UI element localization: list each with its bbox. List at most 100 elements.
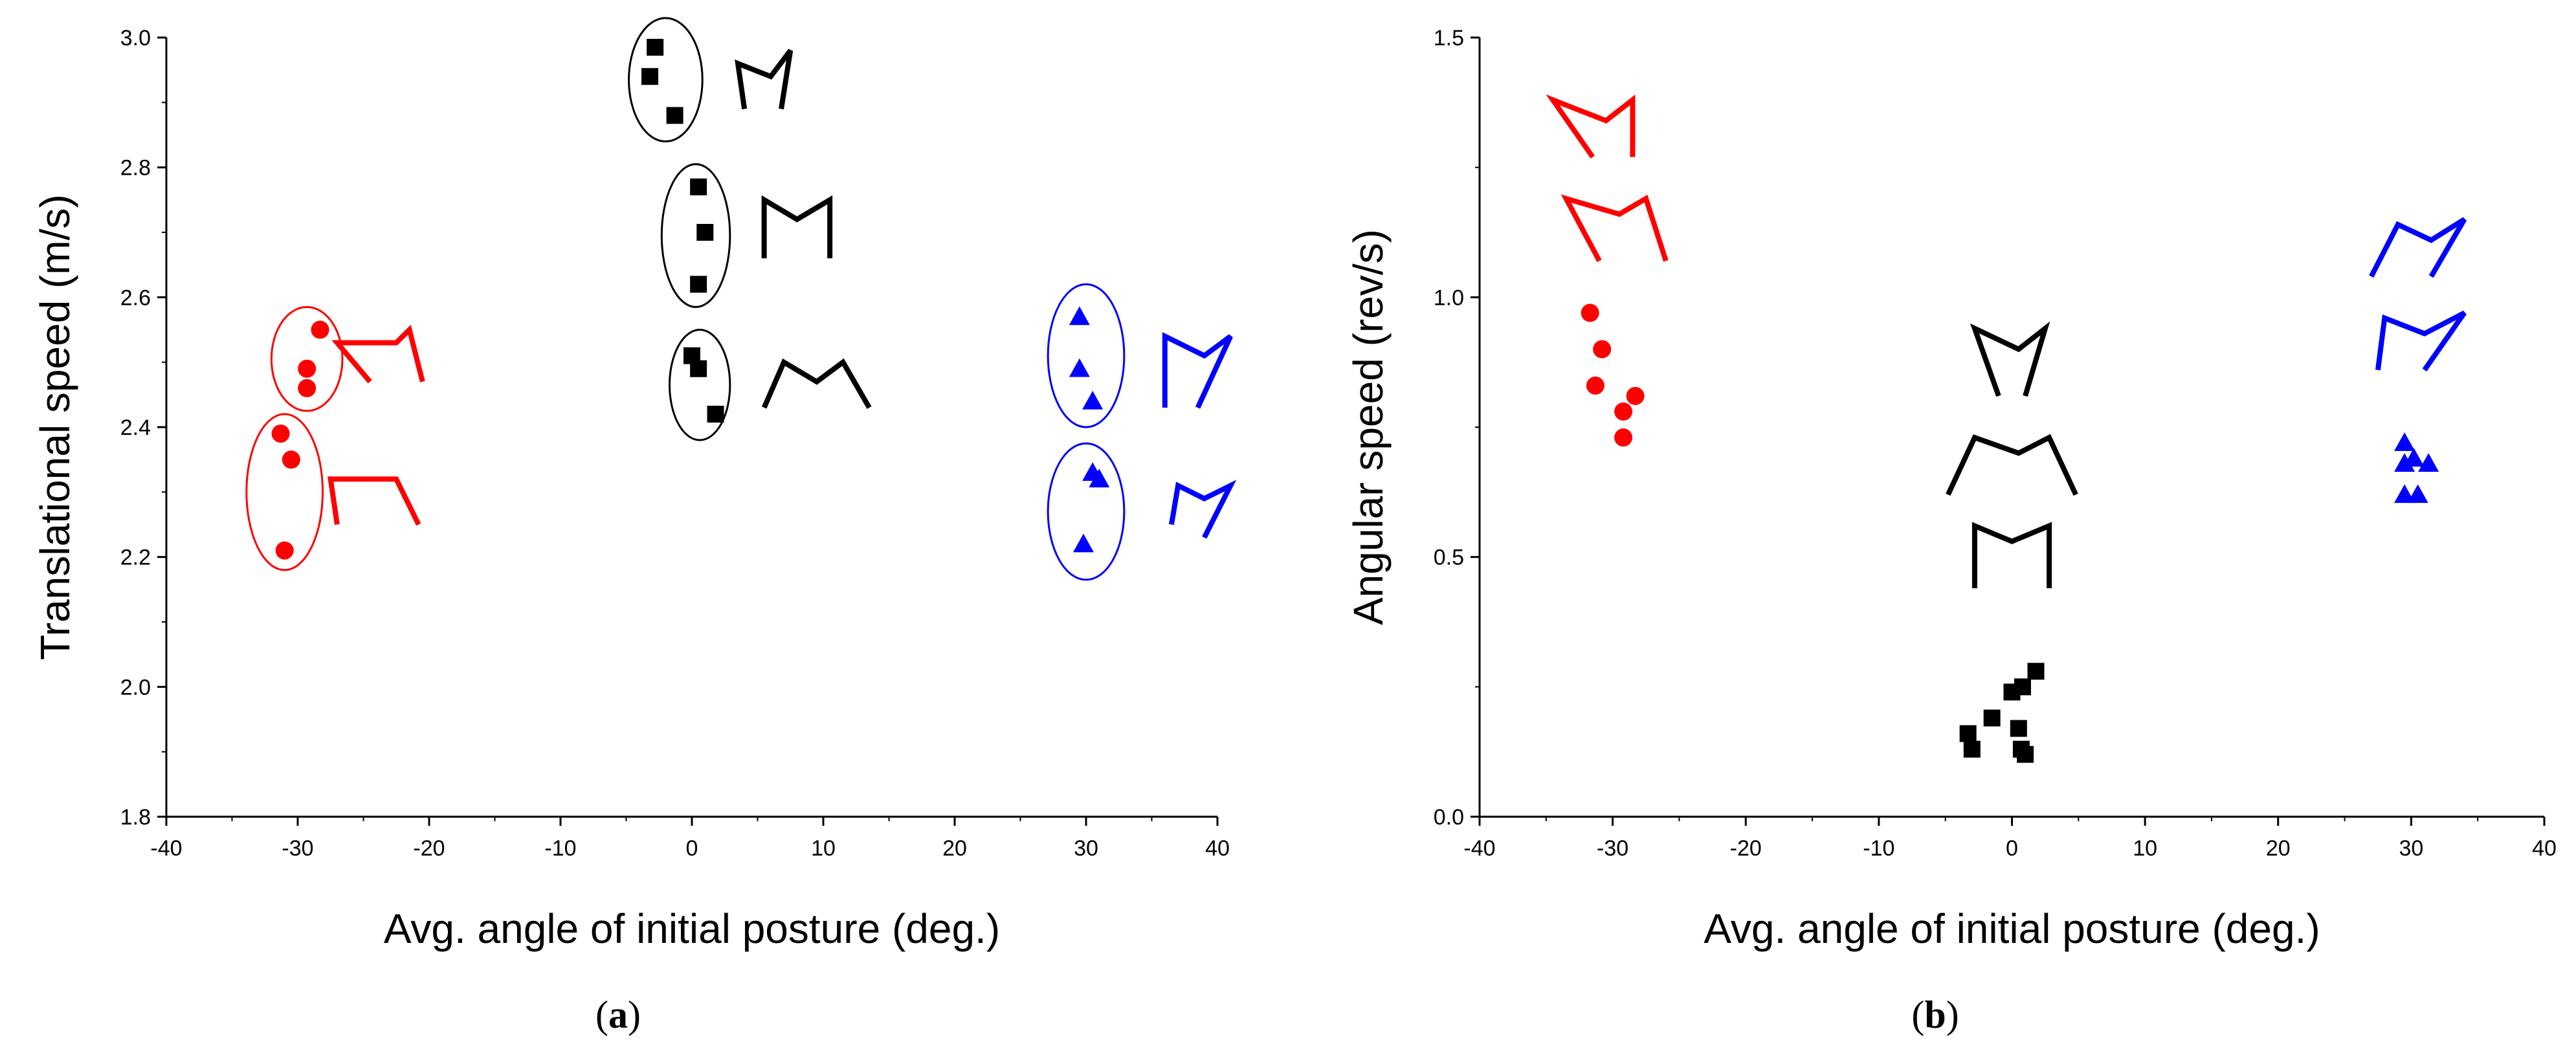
data-point-square bbox=[2014, 678, 2031, 696]
group-ellipse bbox=[270, 305, 344, 412]
x-tick-label: -10 bbox=[544, 836, 576, 861]
x-tick-label: 10 bbox=[811, 836, 836, 861]
y-tick-label: 2.4 bbox=[120, 415, 151, 440]
panel-label-letter: a bbox=[608, 993, 628, 1036]
data-point-triangle bbox=[2394, 432, 2415, 451]
posture-glyph bbox=[1162, 332, 1233, 409]
x-tick-label: -40 bbox=[1463, 836, 1495, 861]
data-point-circle bbox=[282, 450, 300, 469]
data-point-circle bbox=[1581, 304, 1599, 322]
posture-glyph bbox=[2375, 310, 2467, 371]
data-point-circle bbox=[311, 320, 329, 339]
y-axis-title: Angular speed (rev/s) bbox=[1345, 229, 1392, 625]
x-tick-label: 30 bbox=[1074, 836, 1098, 861]
group-ellipse bbox=[660, 163, 731, 308]
y-tick-label: 2.2 bbox=[120, 546, 151, 570]
x-tick-label: 20 bbox=[942, 836, 967, 861]
data-point-triangle bbox=[1072, 533, 1094, 553]
group-ellipse bbox=[245, 413, 324, 571]
data-point-circle bbox=[298, 359, 316, 378]
x-tick-label: 20 bbox=[2266, 836, 2291, 861]
data-point-square bbox=[666, 107, 683, 124]
data-point-triangle bbox=[2394, 453, 2415, 472]
data-point-square bbox=[690, 360, 707, 377]
x-tick-label: 10 bbox=[2133, 836, 2157, 861]
x-axis-title: Avg. angle of initial posture (deg.) bbox=[1704, 905, 2320, 952]
x-tick-label: -40 bbox=[150, 836, 182, 861]
panel-label: (b) bbox=[1911, 993, 1959, 1036]
y-tick-label: 2.6 bbox=[120, 285, 151, 310]
posture-glyph bbox=[761, 195, 833, 259]
panel-label-close: ) bbox=[628, 993, 641, 1036]
data-point-triangle bbox=[2418, 453, 2439, 472]
data-point-square bbox=[1959, 725, 1977, 742]
chart-panel-a: -40 -30 -20 -10 0 10 20 30 40 1.8 2.0 2.2 2.4 2.6 2.8 3… bbox=[32, 17, 1237, 1036]
x-tick-label: -30 bbox=[1597, 836, 1628, 861]
data-point-circle bbox=[1586, 376, 1604, 395]
posture-glyph bbox=[761, 358, 872, 409]
data-point-circle bbox=[271, 425, 290, 443]
posture-glyph bbox=[1946, 434, 2078, 496]
y-tick-label: 2.8 bbox=[120, 156, 151, 181]
posture-glyph bbox=[1560, 194, 1669, 263]
y-tick-label: 0.0 bbox=[1434, 805, 1464, 830]
y-tick-label: 1.0 bbox=[1434, 285, 1464, 310]
data-point-triangle bbox=[2394, 484, 2415, 503]
posture-glyph bbox=[2369, 217, 2467, 278]
y-axis-title: Translational speed (m/s) bbox=[32, 194, 78, 660]
posture-glyph bbox=[331, 324, 425, 384]
data-point-square bbox=[1983, 709, 2001, 727]
data-point-circle bbox=[298, 379, 316, 397]
data-point-square bbox=[1963, 740, 1981, 758]
panel-label-open: ( bbox=[1911, 993, 1924, 1036]
data-point-triangle bbox=[2407, 484, 2428, 503]
chart-panel-b: -40 -30 -20 -10 0 10 20 30 40 0.0 0.5 1.0 1.5 Avg. an… bbox=[1345, 26, 2557, 1036]
group-ellipse bbox=[668, 329, 731, 441]
panel-label-letter: b bbox=[1924, 993, 1946, 1036]
data-point-square bbox=[696, 224, 714, 241]
y-tick-label: 1.8 bbox=[120, 805, 151, 830]
y-tick-label: 3.0 bbox=[120, 26, 151, 50]
posture-glyph bbox=[1970, 321, 2050, 397]
data-point-square bbox=[2017, 746, 2034, 763]
x-tick-label: 30 bbox=[2399, 836, 2423, 861]
x-tick-label: -20 bbox=[413, 836, 445, 861]
x-tick-label: -10 bbox=[1863, 836, 1894, 861]
x-tick-label: -20 bbox=[1730, 836, 1762, 861]
posture-glyph bbox=[1971, 522, 2052, 588]
data-point-circle bbox=[1614, 428, 1633, 447]
y-tick-label: 2.0 bbox=[120, 675, 151, 700]
y-tick-label: 0.5 bbox=[1434, 546, 1464, 570]
x-tick-label: 0 bbox=[2006, 836, 2018, 861]
x-tick-label: 40 bbox=[2532, 836, 2557, 861]
panel-label-open: ( bbox=[595, 993, 608, 1036]
panel-label: (a) bbox=[595, 993, 641, 1036]
x-tick-label: 40 bbox=[1205, 836, 1230, 861]
group-ellipse bbox=[1047, 442, 1126, 581]
x-axis-title: Avg. angle of initial posture (deg.) bbox=[384, 905, 1000, 952]
panel-label-close: ) bbox=[1946, 993, 1959, 1036]
data-point-square bbox=[690, 178, 707, 195]
x-tick-label: 0 bbox=[686, 836, 698, 861]
y-tick-label: 1.5 bbox=[1434, 26, 1464, 50]
data-point-square bbox=[2027, 663, 2045, 680]
data-point-circle bbox=[1614, 402, 1633, 421]
posture-glyph bbox=[1546, 94, 1636, 159]
data-point-triangle bbox=[1089, 469, 1110, 488]
data-point-square bbox=[641, 68, 659, 85]
data-point-circle bbox=[275, 541, 294, 560]
data-point-square bbox=[690, 276, 707, 293]
data-point-circle bbox=[1626, 386, 1645, 405]
posture-glyph bbox=[328, 476, 421, 526]
posture-glyph bbox=[735, 49, 794, 109]
data-point-square bbox=[707, 405, 724, 423]
x-tick-label: -30 bbox=[282, 836, 313, 861]
data-point-triangle bbox=[1069, 358, 1090, 377]
data-point-triangle bbox=[1082, 390, 1104, 410]
data-point-square bbox=[2010, 720, 2027, 737]
data-point-circle bbox=[1593, 340, 1612, 359]
data-point-triangle bbox=[1069, 306, 1090, 326]
group-ellipse bbox=[1047, 283, 1126, 428]
posture-glyph bbox=[1169, 480, 1237, 539]
